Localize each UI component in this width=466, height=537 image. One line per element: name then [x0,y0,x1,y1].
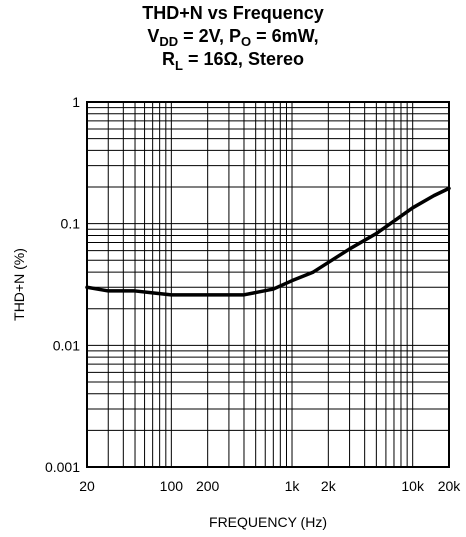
grid [87,102,449,467]
y-axis-label: THD+N (%) [11,248,27,321]
x-tick-label: 20 [79,478,95,494]
title-line-3: RL = 16Ω, Stereo [162,49,304,73]
x-tick-label: 200 [196,478,220,494]
x-tick-label: 20k [438,478,462,494]
y-tick-label: 0.01 [53,337,80,353]
thd-curve [85,186,451,297]
x-tick-label: 100 [160,478,184,494]
y-tick-label: 0.1 [61,216,81,232]
x-tick-labels: 20 100 200 1k 2k 10k 20k [79,478,461,494]
x-tick-label: 10k [401,478,425,494]
y-tick-labels: 0.001 0.01 0.1 1 [45,94,80,475]
x-tick-label: 1k [285,478,301,494]
x-axis-label: FREQUENCY (Hz) [209,514,327,530]
title-line-1: THD+N vs Frequency [142,3,324,23]
y-tick-label: 1 [72,94,80,110]
title-line-2: VDD = 2V, PO = 6mW, [147,26,319,49]
y-tick-label: 0.001 [45,459,80,475]
x-tick-label: 2k [321,478,337,494]
chart-title: THD+N vs Frequency VDD = 2V, PO = 6mW, R… [0,2,466,73]
plot-frame [86,101,450,468]
